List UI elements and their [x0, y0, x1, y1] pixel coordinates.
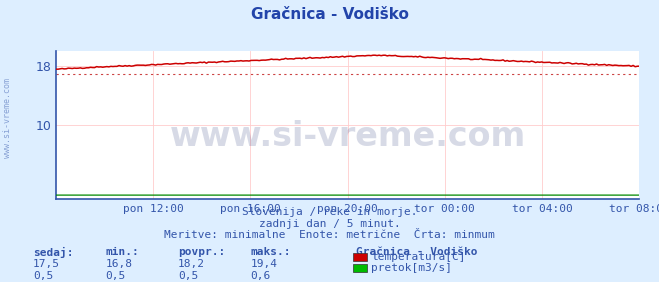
Text: 0,6: 0,6	[250, 271, 271, 281]
Text: 0,5: 0,5	[33, 271, 53, 281]
Text: pretok[m3/s]: pretok[m3/s]	[371, 263, 452, 273]
Text: Slovenija / reke in morje.: Slovenija / reke in morje.	[242, 207, 417, 217]
Text: 19,4: 19,4	[250, 259, 277, 269]
Text: www.si-vreme.com: www.si-vreme.com	[169, 120, 526, 153]
Text: povpr.:: povpr.:	[178, 247, 225, 257]
Text: 18,2: 18,2	[178, 259, 205, 269]
Text: Gračnica - Vodiško: Gračnica - Vodiško	[356, 247, 477, 257]
Text: min.:: min.:	[105, 247, 139, 257]
Text: maks.:: maks.:	[250, 247, 291, 257]
Text: 16,8: 16,8	[105, 259, 132, 269]
Text: zadnji dan / 5 minut.: zadnji dan / 5 minut.	[258, 219, 401, 228]
Text: sedaj:: sedaj:	[33, 247, 73, 258]
Text: 17,5: 17,5	[33, 259, 60, 269]
Text: Meritve: minimalne  Enote: metrične  Črta: minmum: Meritve: minimalne Enote: metrične Črta:…	[164, 230, 495, 240]
Text: www.si-vreme.com: www.si-vreme.com	[3, 78, 13, 158]
Text: 0,5: 0,5	[178, 271, 198, 281]
Text: 0,5: 0,5	[105, 271, 126, 281]
Text: temperatura[C]: temperatura[C]	[371, 252, 465, 262]
Text: Gračnica - Vodiško: Gračnica - Vodiško	[250, 7, 409, 22]
